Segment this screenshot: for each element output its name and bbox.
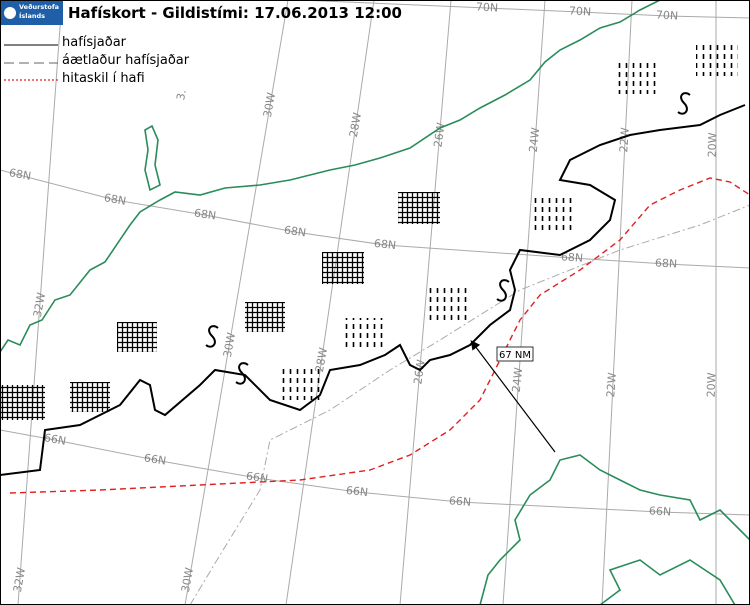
grid-label: 32W [11, 566, 28, 593]
grid-label: 20W [706, 132, 720, 157]
grid-label: 68N [8, 166, 32, 183]
grid-label: 3. [174, 89, 189, 102]
grid-label: 66N [245, 470, 269, 486]
grid-label: 66N [345, 484, 368, 499]
grid-label: 66N [448, 494, 471, 509]
grid-label: 28W [347, 111, 364, 138]
grid-label: 66N [649, 504, 672, 518]
grid-label: 22W [604, 372, 619, 398]
grid-label: 22W [617, 127, 632, 153]
grid-label: 30W [261, 91, 278, 118]
estimated-edge [189, 204, 750, 605]
grid-label: 20W [705, 372, 719, 397]
logo-text: Veðurstofa [19, 3, 59, 11]
grid-label: 68N [283, 224, 307, 240]
sea-front [9, 177, 750, 494]
grid-label: 70N [656, 8, 679, 22]
grid-label: 66N [143, 451, 167, 467]
grid-label: 32W [31, 291, 48, 318]
grid-label: 68N [655, 256, 678, 270]
grid-label: 24W [510, 367, 526, 393]
grid-label: 30W [221, 331, 238, 358]
grid-label: 24W [527, 127, 543, 153]
distance-arrow [470, 340, 556, 453]
logo-emblem [4, 7, 16, 19]
grid-label: 68N [193, 207, 217, 223]
s-symbols [205, 92, 691, 385]
grid-labels: 70N 70N 70N 3. 30W 28W 26W 24W 22W 20W 68N 68N 68N 68… [8, 0, 719, 593]
grid-label: 66N [43, 431, 67, 448]
grid-label: 68N [103, 191, 127, 208]
grid-label: 28W [313, 346, 330, 373]
legend-label: hafísjaðar [62, 35, 127, 50]
legend-label: áætlaður hafísjaðar [62, 53, 190, 68]
legend-label: hitaskil í hafi [62, 71, 145, 86]
grid-label: 70N [569, 4, 592, 18]
grid-label: 68N [560, 250, 583, 265]
grid-label: 26W [411, 359, 427, 386]
grid-label: 68N [373, 237, 396, 252]
grid-label: 70N [476, 0, 499, 14]
title: Hafískort - Gildistími: 17.06.2013 12:00 [68, 4, 402, 22]
ice-edge [0, 104, 746, 476]
logo-text: Íslands [19, 11, 45, 20]
ice-areas [0, 44, 738, 420]
grid-label: 26W [431, 122, 447, 149]
annotation: 67 NM [499, 350, 531, 361]
grid-label: 30W [179, 566, 196, 593]
annotation-box [496, 346, 534, 362]
